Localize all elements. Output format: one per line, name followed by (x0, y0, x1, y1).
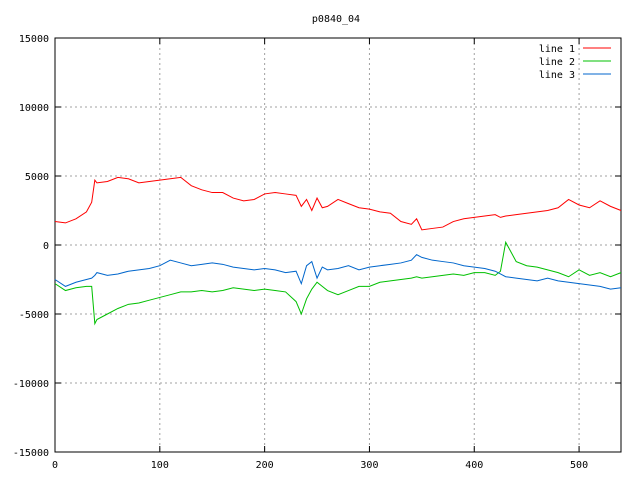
x-tick-label: 100 (151, 460, 169, 471)
y-tick-label: -15000 (13, 448, 49, 459)
series-lines (54, 176, 622, 326)
legend-label-1: line 1 (539, 44, 575, 55)
legend-label-2: line 2 (539, 57, 575, 68)
y-tick-label: 15000 (19, 34, 49, 45)
x-tick-label: 400 (465, 460, 483, 471)
series-2-line (54, 240, 622, 326)
legend: line 1 line 2 line 3 (539, 44, 611, 81)
y-tick-label: -5000 (19, 310, 49, 321)
y-tick-label: 5000 (25, 172, 49, 183)
series-1-line (54, 176, 622, 231)
chart-title: p0840_04 (312, 14, 360, 25)
x-tick-label: 0 (52, 460, 58, 471)
x-tick-label: 200 (256, 460, 274, 471)
grid (55, 38, 621, 452)
axes: 0 100 200 300 400 500 -15000 -10000 -5000 0 5000 10… (13, 34, 622, 471)
legend-label-3: line 3 (539, 70, 575, 81)
x-tick-label: 500 (570, 460, 588, 471)
x-tick-label: 300 (360, 460, 378, 471)
y-tick-label: -10000 (13, 379, 49, 390)
plot-frame (54, 37, 622, 453)
series-3-line (54, 254, 622, 290)
y-tick-label: 10000 (19, 103, 49, 114)
y-tick-label: 0 (43, 241, 49, 252)
